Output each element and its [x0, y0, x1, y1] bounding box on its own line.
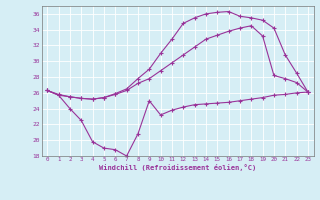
X-axis label: Windchill (Refroidissement éolien,°C): Windchill (Refroidissement éolien,°C) [99, 164, 256, 171]
